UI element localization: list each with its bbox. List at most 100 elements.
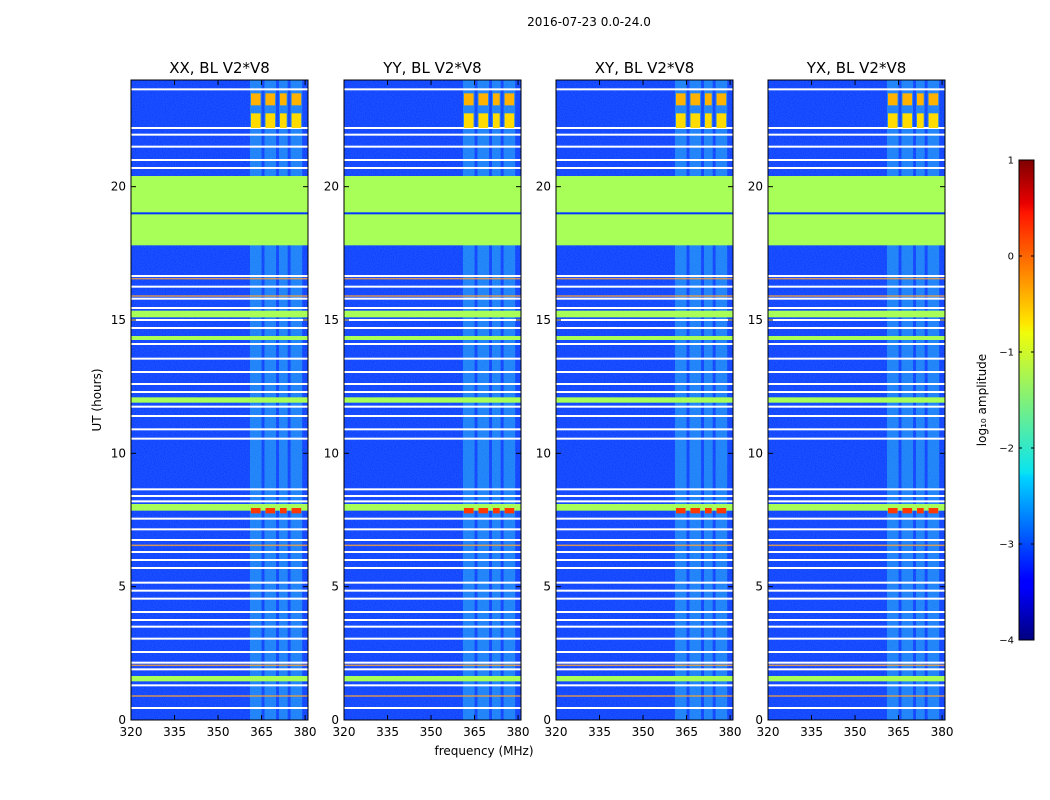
white-flag-line — [556, 539, 733, 541]
bright-rfi-block — [504, 508, 515, 514]
bright-rfi-block — [250, 508, 261, 514]
y-tick-label: 5 — [755, 580, 763, 594]
bright-rfi-block — [675, 93, 686, 106]
white-flag-line — [131, 488, 308, 491]
white-flag-line — [768, 551, 945, 553]
y-tick-label: 10 — [536, 446, 551, 460]
white-flag-line — [556, 528, 733, 531]
bright-rfi-block — [478, 113, 489, 128]
white-flag-line — [556, 297, 733, 300]
white-flag-line — [131, 437, 308, 440]
bright-rfi-block — [265, 93, 276, 106]
bright-rfi-block — [916, 93, 924, 106]
white-flag-line — [768, 371, 945, 373]
x-tick-label: 365 — [675, 725, 698, 739]
white-flag-line — [768, 567, 945, 569]
white-flag-line — [344, 567, 521, 569]
white-flag-line — [556, 651, 733, 653]
warm-flag-line — [131, 277, 308, 280]
panel-xy: XY, BL V2*V8 320 335 350 365 380 0 5 10 15 20 — [536, 59, 742, 739]
green-flag-stripe — [344, 504, 521, 511]
panel-title: YX, BL V2*V8 — [806, 59, 907, 77]
white-flag-line — [556, 661, 733, 664]
white-flag-line — [131, 551, 308, 553]
white-flag-line — [344, 661, 521, 664]
white-flag-line — [768, 559, 945, 561]
white-flag-line — [768, 625, 945, 628]
colorbar-tick-label: 1 — [1008, 156, 1014, 167]
bright-rfi-block — [916, 508, 924, 514]
colorbar-tick-label: −4 — [999, 636, 1014, 647]
x-tick-label: 335 — [800, 725, 823, 739]
x-tick-label: 320 — [545, 725, 568, 739]
white-flag-line — [556, 517, 733, 520]
white-flag-line — [768, 275, 945, 277]
bright-rfi-block — [704, 93, 712, 106]
white-flag-line — [556, 127, 733, 129]
white-flag-line — [556, 391, 733, 393]
bright-rfi-block — [250, 113, 261, 128]
bright-rfi-block — [675, 508, 686, 514]
bright-rfi-block — [704, 508, 712, 514]
white-flag-line — [131, 581, 308, 584]
white-flag-line — [768, 651, 945, 653]
white-flag-line — [344, 391, 521, 393]
warm-flag-line — [556, 295, 733, 297]
white-flag-line — [131, 517, 308, 520]
bright-rfi-block — [463, 508, 474, 514]
white-flag-line — [556, 383, 733, 385]
white-flag-line — [768, 405, 945, 408]
white-flag-line — [131, 371, 308, 373]
y-tick-label: 20 — [536, 180, 551, 194]
colorbar-ticks: 1 0 −1 −2 −3 −4 — [999, 156, 1034, 647]
x-tick-label: 380 — [931, 725, 954, 739]
panel-yy: YY, BL V2*V8 320 335 350 365 380 0 5 10 15 20 — [324, 59, 530, 739]
flagged-time-band — [556, 176, 733, 246]
warm-flag-line — [131, 664, 308, 667]
panel-title: YY, BL V2*V8 — [382, 59, 481, 77]
white-flag-line — [344, 145, 521, 148]
white-flag-line — [556, 625, 733, 628]
white-flag-line — [131, 539, 308, 541]
white-flag-line — [344, 383, 521, 385]
bright-rfi-block — [265, 508, 276, 514]
white-flag-line — [768, 581, 945, 584]
white-flag-line — [556, 581, 733, 584]
bright-rfi-block — [279, 113, 287, 128]
x-tick-label: 350 — [420, 725, 443, 739]
colorbar-tick-label: 0 — [1008, 252, 1014, 263]
white-flag-line — [768, 343, 945, 345]
colorbar-tick-label: −3 — [999, 540, 1014, 551]
white-flag-line — [131, 619, 308, 621]
white-flag-line — [556, 319, 733, 321]
y-tick-label: 20 — [111, 180, 126, 194]
white-flag-line — [556, 275, 733, 277]
warm-flag-line — [556, 544, 733, 547]
y-tick-label: 0 — [331, 713, 339, 727]
plot-frame — [130, 79, 309, 721]
warm-flag-line — [768, 664, 945, 667]
white-flag-line — [131, 668, 308, 671]
white-flag-line — [131, 611, 308, 613]
warm-flag-line — [556, 664, 733, 667]
white-flag-line — [131, 167, 308, 169]
bright-rfi-block — [902, 93, 913, 106]
white-flag-line — [556, 415, 733, 417]
white-flag-line — [768, 437, 945, 440]
white-flag-line — [768, 528, 945, 531]
x-tick-label: 380 — [294, 725, 317, 739]
y-tick-label: 15 — [111, 313, 126, 327]
white-flag-line — [344, 619, 521, 621]
bright-rfi-block — [504, 93, 515, 106]
green-flag-stripe — [344, 336, 521, 340]
white-flag-line — [556, 327, 733, 329]
colorbar: 1 0 −1 −2 −3 −4 log₁₀ amplitude — [975, 156, 1035, 647]
white-flag-line — [131, 528, 308, 531]
green-flag-stripe — [768, 397, 945, 403]
white-flag-line — [768, 539, 945, 541]
white-flag-line — [768, 589, 945, 592]
x-tick-label: 320 — [333, 725, 356, 739]
white-flag-line — [131, 391, 308, 393]
